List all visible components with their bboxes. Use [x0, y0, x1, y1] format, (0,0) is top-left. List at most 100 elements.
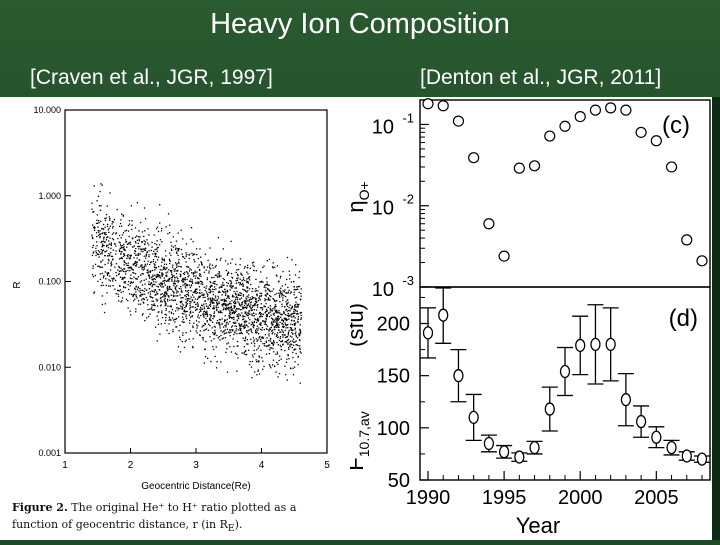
scatter-point: [241, 325, 243, 328]
scatter-point: [221, 304, 223, 306]
scatter-point: [174, 318, 176, 321]
scatter-point: [211, 327, 213, 329]
scatter-point: [161, 272, 163, 274]
scatter-point: [118, 250, 121, 252]
scatter-point: [253, 341, 255, 343]
scatter-point: [248, 349, 250, 352]
scatter-point: [225, 324, 227, 326]
scatter-point: [156, 240, 158, 242]
scatter-point: [176, 290, 178, 292]
scatter-point: [100, 205, 102, 207]
scatter-point: [267, 299, 269, 301]
scatter-point: [252, 312, 255, 314]
scatter-point: [199, 330, 202, 332]
scatter-point: [99, 253, 102, 255]
scatter-point: [218, 311, 220, 314]
scatter-point: [148, 254, 150, 256]
scatter-point: [243, 327, 246, 329]
scatter-point: [235, 296, 238, 298]
scatter-point: [171, 280, 173, 282]
scatter-point: [276, 324, 278, 326]
scatter-point: [240, 305, 242, 307]
scatter-point: [250, 329, 252, 331]
scatter-point: [153, 234, 155, 236]
scatter-point: [289, 340, 292, 342]
scatter-point: [203, 271, 206, 273]
scatter-point: [266, 315, 268, 318]
scatter-point: [195, 308, 198, 311]
scatter-point: [253, 305, 255, 307]
scatter-point: [121, 278, 123, 280]
scatter-point: [152, 274, 154, 276]
c-tick-label: 10: [372, 279, 394, 301]
scatter-point: [226, 371, 229, 373]
scatter-point: [242, 308, 244, 310]
scatter-point: [166, 274, 168, 276]
eta-point: [498, 250, 510, 262]
scatter-point: [170, 319, 172, 321]
scatter-point: [123, 246, 125, 248]
scatter-point: [160, 299, 162, 301]
scatter-point: [194, 289, 197, 291]
scatter-point: [199, 269, 201, 272]
scatter-point: [157, 276, 159, 278]
scatter-point: [247, 296, 249, 298]
scatter-point: [178, 247, 180, 250]
scatter-point: [154, 294, 156, 296]
scatter-point: [237, 297, 239, 299]
scatter-point: [244, 302, 246, 304]
scatter-point: [152, 260, 154, 263]
scatter-point: [282, 299, 284, 302]
scatter-point: [174, 268, 177, 270]
scatter-point: [99, 209, 102, 211]
scatter-point: [163, 263, 166, 265]
scatter-point: [154, 304, 156, 307]
scatter-point: [224, 260, 227, 262]
scatter-point: [145, 289, 148, 291]
scatter-point: [291, 306, 293, 308]
scatter-point: [156, 250, 159, 252]
scatter-point: [205, 291, 208, 293]
scatter-point: [123, 249, 125, 251]
scatter-point: [254, 318, 256, 320]
scatter-point: [128, 258, 131, 260]
scatter-point: [102, 277, 105, 279]
scatter-point: [267, 298, 270, 300]
scatter-point: [109, 192, 111, 194]
scatter-point: [125, 229, 128, 232]
scatter-point: [248, 313, 250, 315]
scatter-point: [125, 298, 128, 300]
eta-point: [452, 115, 465, 127]
scatter-point: [177, 250, 179, 252]
scatter-point: [162, 296, 164, 298]
scatter-point: [156, 248, 158, 250]
scatter-point: [278, 372, 281, 375]
scatter-point: [164, 301, 166, 303]
scatter-point: [110, 251, 112, 254]
scatter-point: [118, 300, 120, 302]
scatter-point: [180, 270, 182, 273]
scatter-point: [276, 361, 278, 364]
scatter-point: [242, 337, 244, 339]
scatter-point: [185, 314, 187, 316]
scatter-point: [256, 374, 258, 376]
scatter-point: [110, 243, 112, 245]
scatter-point: [219, 286, 221, 288]
scatter-point: [297, 320, 299, 323]
scatter-point: [297, 286, 299, 288]
scatter-point: [234, 293, 237, 295]
scatter-point: [298, 285, 301, 288]
scatter-point: [160, 304, 162, 306]
scatter-point: [101, 232, 103, 235]
scatter-point: [97, 220, 100, 222]
scatter-point: [236, 315, 238, 318]
scatter-point: [212, 302, 215, 304]
scatter-point: [280, 331, 282, 333]
scatter-point: [259, 322, 262, 324]
scatter-point: [257, 290, 259, 292]
scatter-point: [244, 326, 247, 328]
scatter-point: [119, 242, 121, 244]
eta-point: [544, 130, 556, 142]
f-symbol: F: [350, 457, 368, 470]
scatter-point: [146, 239, 148, 241]
